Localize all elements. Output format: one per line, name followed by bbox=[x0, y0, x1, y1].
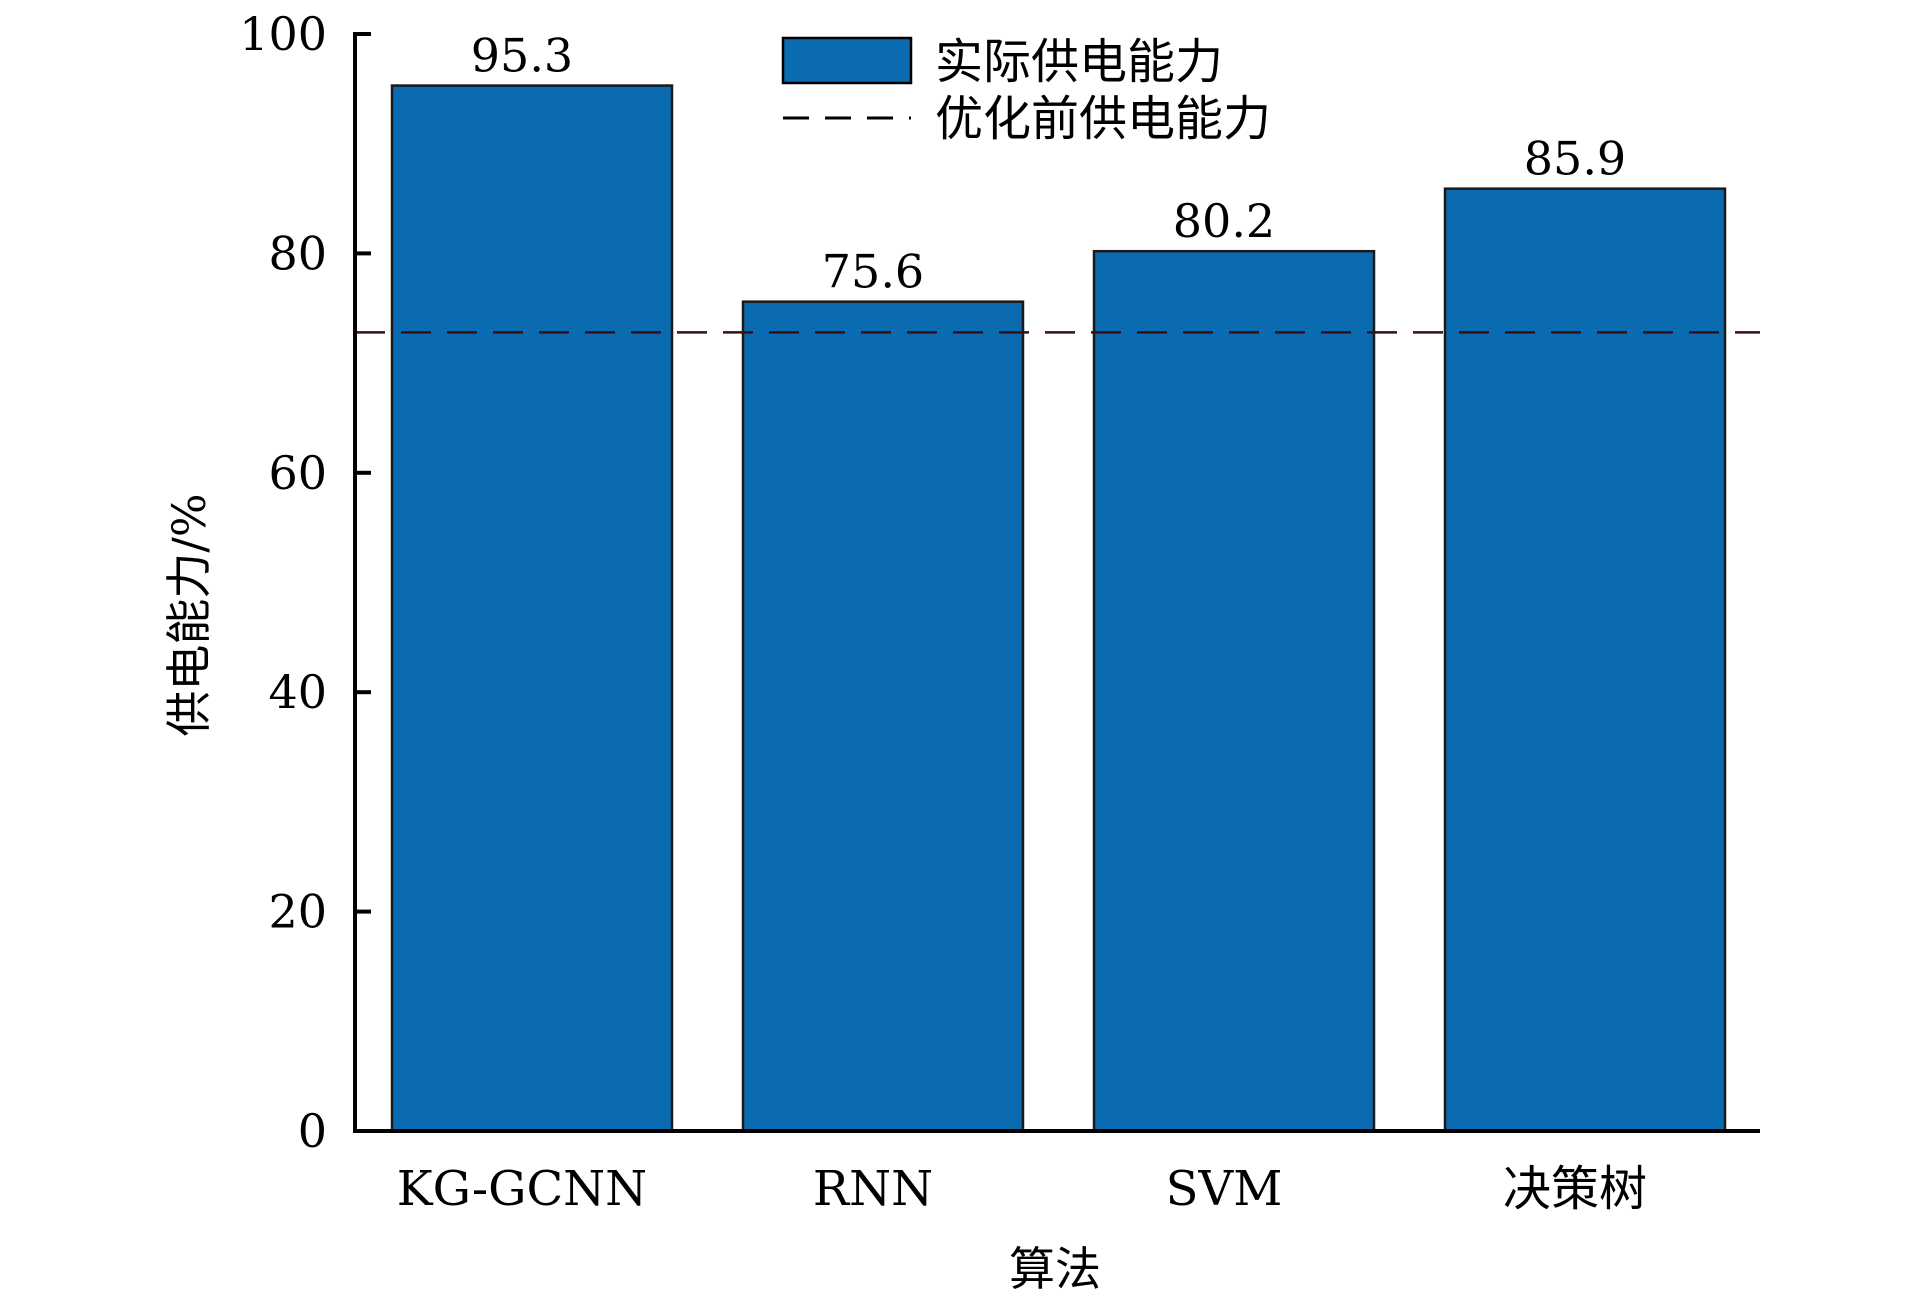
bars-group bbox=[390, 84, 1727, 1133]
x-tick-label-0: KG-GCNN bbox=[397, 1161, 647, 1217]
data-label-3: 85.9 bbox=[1524, 132, 1626, 186]
x-tick-label-1: RNN bbox=[813, 1161, 933, 1217]
y-tick-label-2: 40 bbox=[268, 665, 327, 719]
data-labels-group: 95.3 75.6 80.2 85.9 bbox=[471, 29, 1626, 299]
y-tick-label-1: 20 bbox=[268, 885, 327, 939]
data-label-1: 75.6 bbox=[822, 245, 924, 299]
y-ticks-group: 0 20 40 60 80 100 bbox=[239, 7, 371, 1158]
y-axis-label: 供电能力/% bbox=[162, 493, 216, 736]
legend-swatch-bar bbox=[781, 36, 913, 85]
legend-label-bar: 实际供电能力 bbox=[935, 34, 1223, 90]
data-label-0: 95.3 bbox=[471, 29, 573, 83]
bar-1 bbox=[741, 300, 1025, 1133]
x-tick-label-2: SVM bbox=[1166, 1161, 1283, 1217]
data-label-2: 80.2 bbox=[1173, 194, 1275, 248]
x-tick-label-3: 决策树 bbox=[1503, 1161, 1647, 1217]
legend-label-dashed: 优化前供电能力 bbox=[935, 91, 1271, 147]
bar-3 bbox=[1443, 187, 1727, 1133]
y-tick-label-4: 80 bbox=[268, 226, 327, 280]
bar-2 bbox=[1092, 249, 1376, 1133]
y-tick-label-0: 0 bbox=[298, 1104, 327, 1158]
bar-0 bbox=[390, 84, 674, 1133]
y-tick-label-3: 60 bbox=[268, 446, 327, 500]
x-axis-label: 算法 bbox=[1009, 1242, 1101, 1296]
x-ticks-group: KG-GCNN RNN SVM 决策树 bbox=[397, 1161, 1647, 1217]
y-tick-label-5: 100 bbox=[239, 7, 327, 61]
legend: 实际供电能力 优化前供电能力 bbox=[781, 34, 1271, 147]
